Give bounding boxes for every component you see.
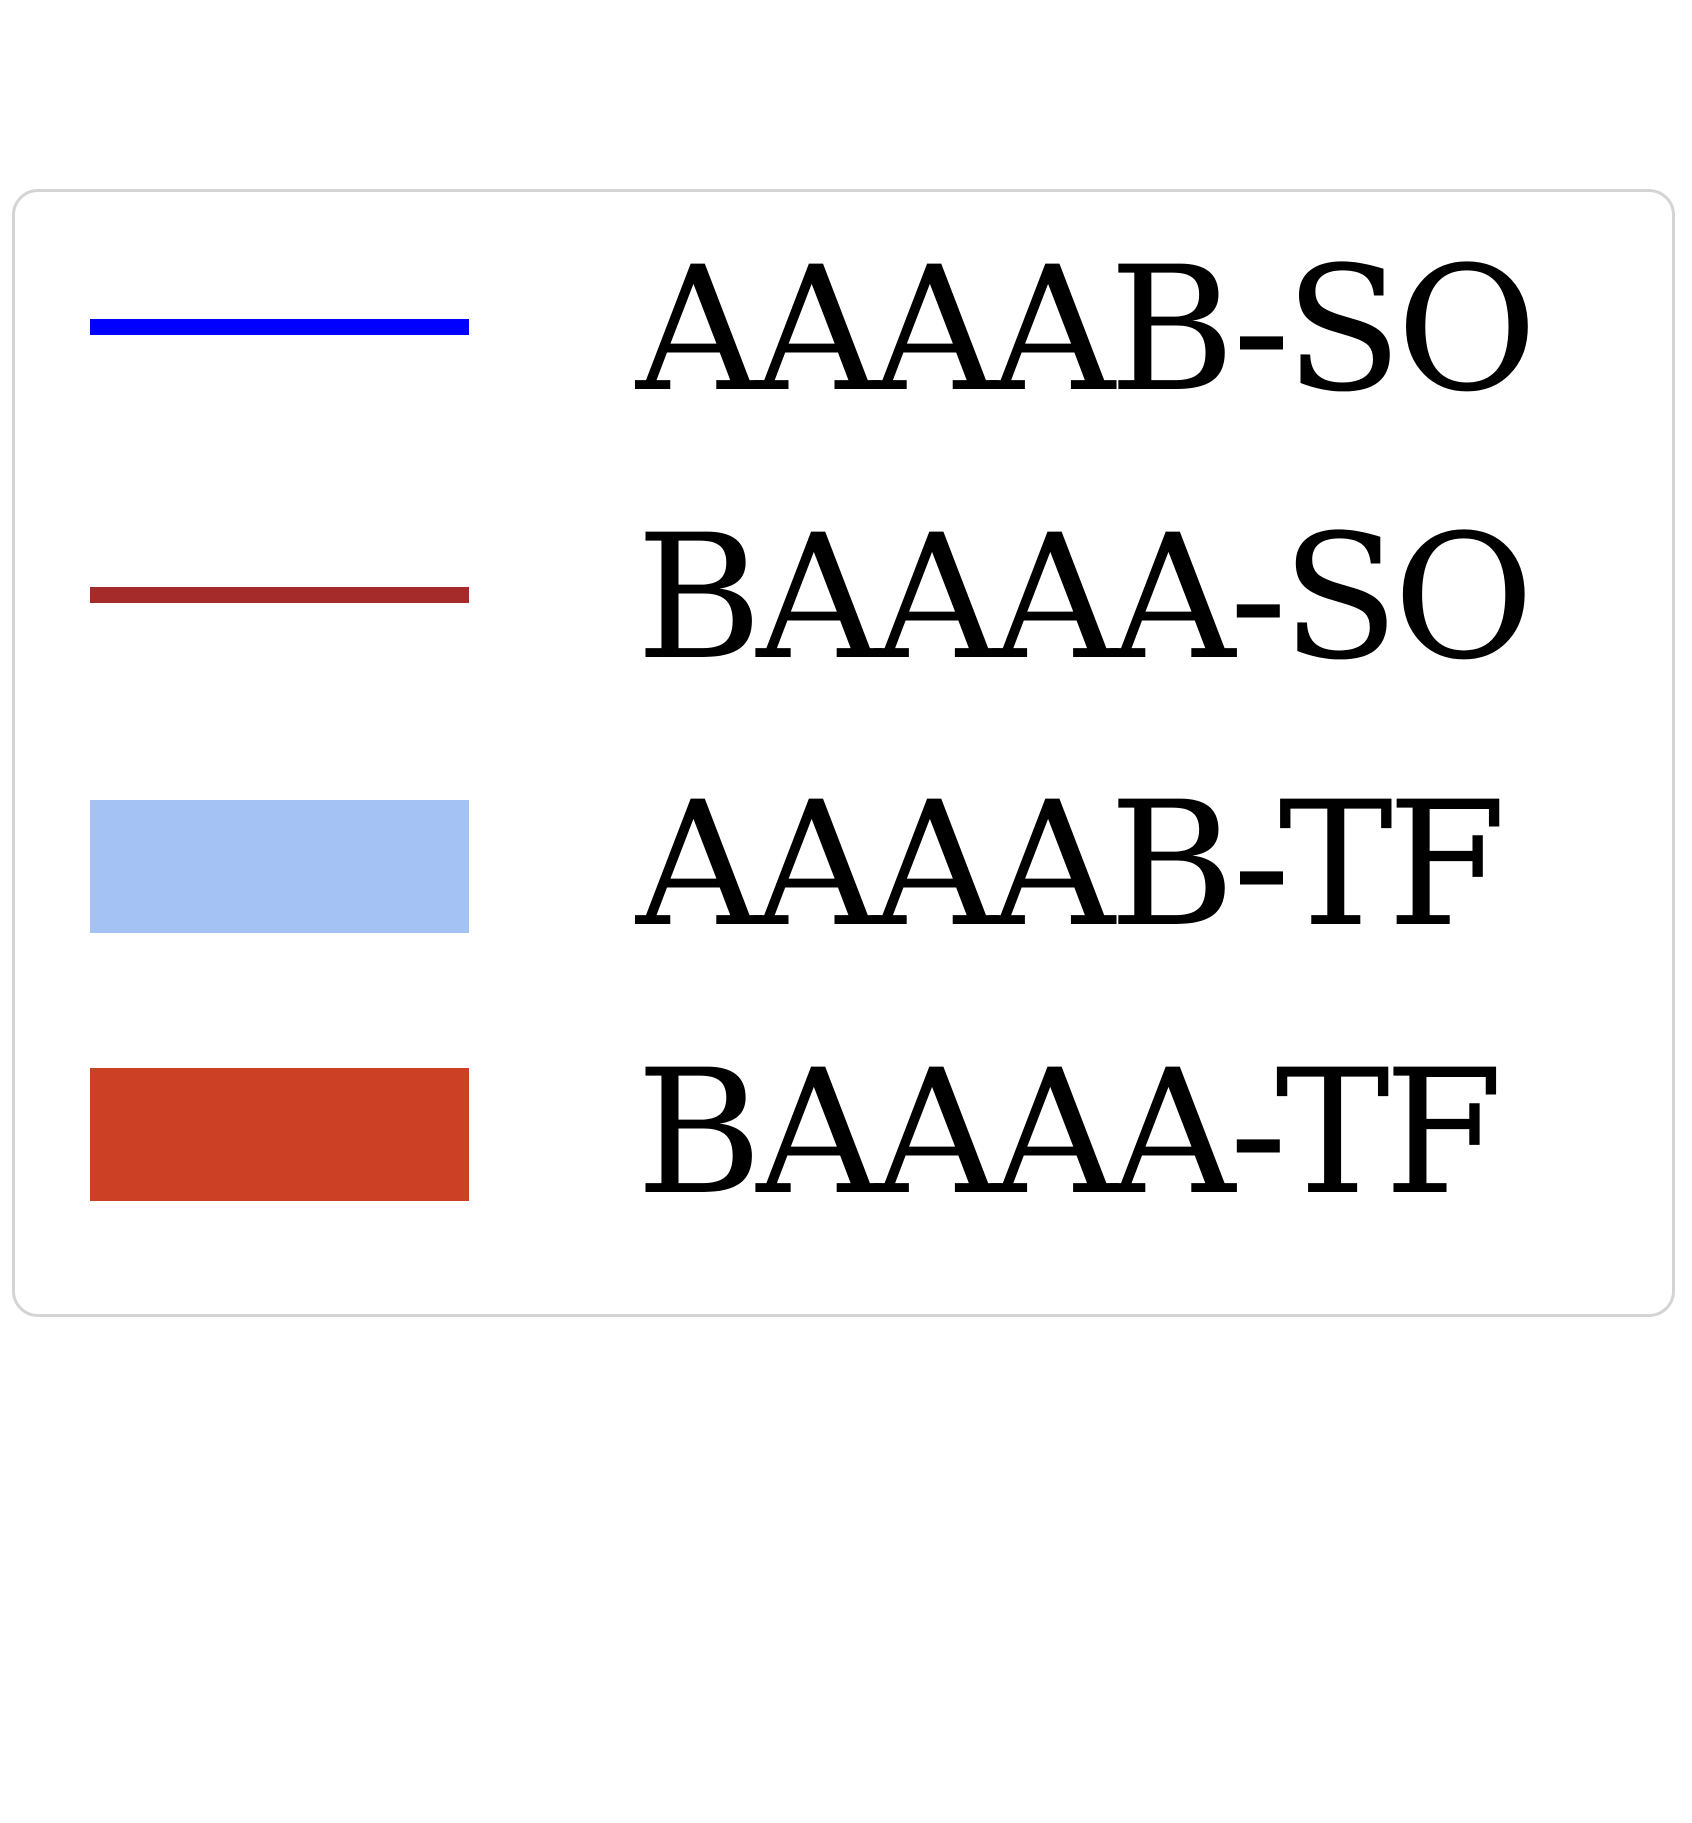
legend-swatch-patch (90, 1068, 469, 1201)
legend-entry-aaaab-tf: AAAAB-TF (15, 765, 1672, 965)
legend-swatch-line (90, 319, 469, 335)
legend-entry-baaaa-tf: BAAAA-TF (15, 1033, 1672, 1233)
legend-label: AAAAB-SO (636, 229, 1537, 430)
legend: AAAAB-SO BAAAA-SO AAAAB-TF BAAAA-TF (12, 189, 1675, 1317)
legend-label: BAAAA-SO (636, 497, 1534, 698)
legend-label: BAAAA-TF (636, 1032, 1503, 1233)
legend-swatch-patch (90, 800, 469, 933)
legend-swatch-line (90, 587, 469, 603)
legend-entry-aaaab-so: AAAAB-SO (15, 230, 1672, 430)
legend-label: AAAAB-TF (636, 764, 1506, 965)
legend-entry-baaaa-so: BAAAA-SO (15, 498, 1672, 698)
